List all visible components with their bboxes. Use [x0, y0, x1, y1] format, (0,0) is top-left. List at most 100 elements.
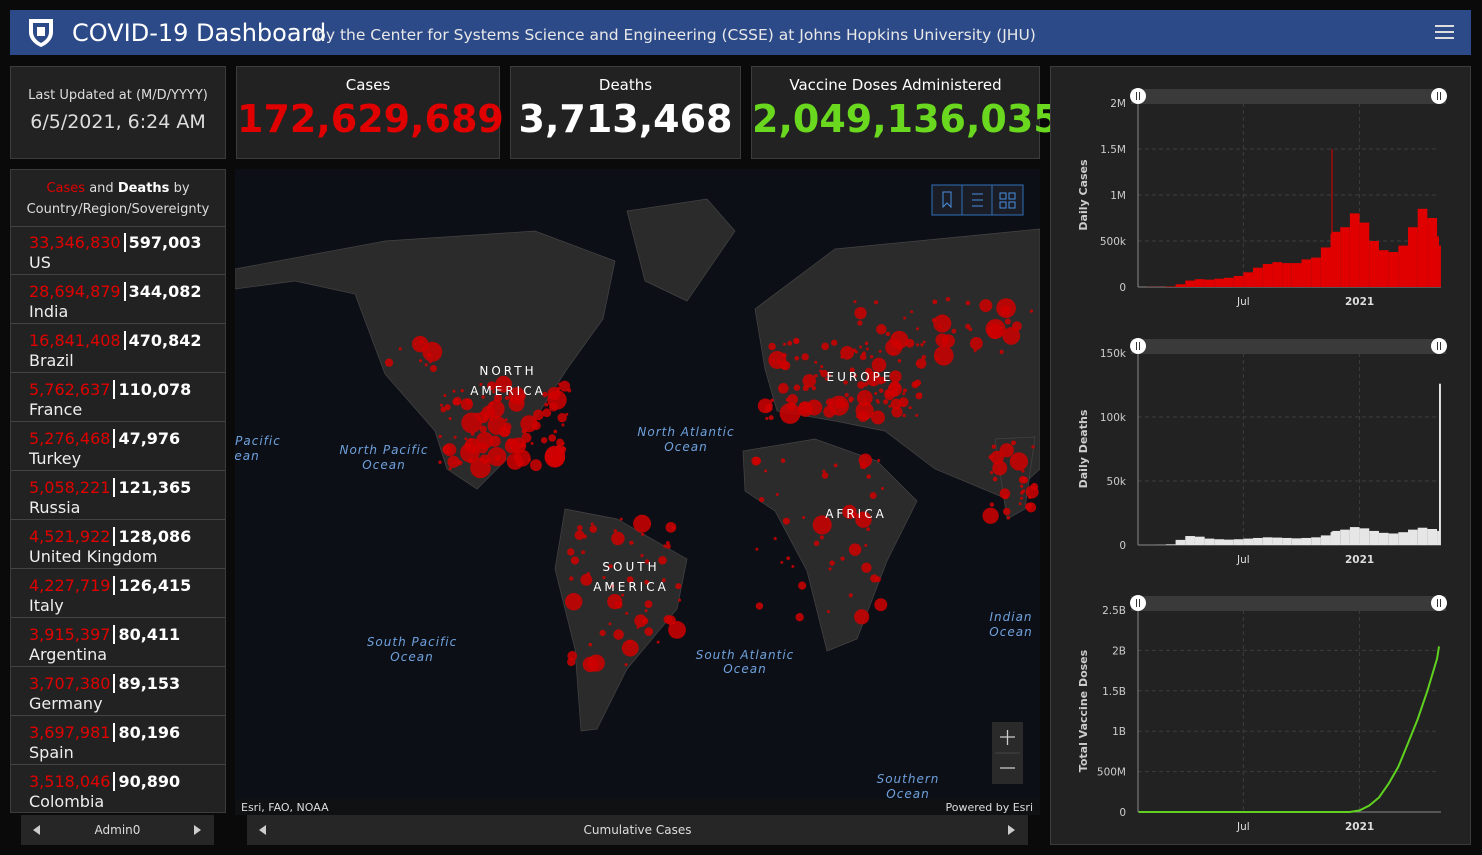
country-row[interactable]: 3,697,981 80,196 Spain	[11, 716, 225, 765]
map-bubble	[820, 369, 828, 378]
map-bubble	[1020, 484, 1024, 488]
prev-button[interactable]	[33, 825, 41, 835]
country-row[interactable]: 5,058,221 121,365 Russia	[11, 471, 225, 520]
row-cases: 5,762,637	[29, 380, 111, 399]
map-bubble	[608, 622, 612, 626]
map-bubble	[440, 406, 447, 413]
map-bubble	[992, 476, 998, 482]
bar	[1417, 527, 1428, 545]
slider-handle	[1431, 338, 1447, 354]
bar	[1262, 537, 1273, 545]
footer-label: Admin0	[94, 823, 141, 837]
map-bubble	[854, 307, 867, 320]
y-axis-label: Daily Cases	[1077, 159, 1090, 231]
map-bubble	[453, 435, 457, 439]
menu-button[interactable]	[1435, 24, 1455, 40]
next-button[interactable]	[194, 825, 202, 835]
y-tick-label: 0	[1119, 807, 1126, 819]
map-label: Ocean	[362, 458, 405, 472]
next-button[interactable]	[1008, 825, 1016, 835]
map-bubble	[614, 600, 623, 609]
slider-grip	[1437, 599, 1441, 607]
map[interactable]: Pacific ean North Pacific Ocean NORTH AM…	[235, 169, 1040, 815]
map-bubble	[787, 394, 798, 405]
country-row[interactable]: 28,694,879 344,082 India	[11, 275, 225, 324]
row-cases: 3,915,397	[29, 625, 111, 644]
country-row[interactable]: 16,841,408 470,842 Brazil	[11, 324, 225, 373]
range-slider[interactable]	[1130, 338, 1447, 354]
map-bubble	[915, 413, 919, 417]
map-bubble	[786, 556, 791, 561]
map-bubble	[840, 556, 845, 561]
country-row[interactable]: 33,346,830 597,003 US	[11, 226, 225, 275]
map-bubble	[879, 388, 884, 393]
map-bubble	[540, 437, 548, 444]
map-bubble	[644, 609, 648, 613]
map-bubble	[613, 629, 624, 640]
map-tools[interactable]	[931, 184, 1024, 216]
map-bubble	[965, 300, 971, 306]
map-bubble	[842, 504, 857, 519]
map-bubble	[530, 459, 542, 472]
range-slider[interactable]	[1130, 88, 1447, 104]
x-tick-label: Jul	[1236, 821, 1250, 833]
map-bubble	[504, 418, 508, 422]
map-bubble	[764, 469, 768, 473]
updated-value: 6/5/2021, 6:24 AM	[30, 111, 206, 133]
map-bubble	[780, 458, 786, 463]
map-bubble	[531, 424, 535, 428]
prev-button[interactable]	[259, 825, 267, 835]
country-row[interactable]: 4,521,922 128,086 United Kingdom	[11, 520, 225, 569]
map-bubble	[493, 394, 503, 403]
bar	[1185, 280, 1195, 287]
country-row[interactable]: 5,762,637 110,078 France	[11, 373, 225, 422]
map-bubble	[611, 531, 625, 546]
map-bubble	[854, 609, 870, 625]
map-bubble	[567, 388, 572, 393]
country-row[interactable]: 3,707,380 89,153 Germany	[11, 667, 225, 716]
map-bubble	[752, 456, 762, 466]
map-bubble	[398, 347, 402, 351]
map-bubble	[567, 657, 576, 667]
slider-track	[1131, 339, 1446, 354]
total-value: 172,629,689	[237, 97, 504, 141]
map-bubble	[581, 550, 586, 555]
bar	[1369, 530, 1379, 545]
title-cases: Cases	[46, 181, 86, 196]
map-bubble	[1030, 482, 1039, 491]
map-bubble	[489, 435, 501, 447]
country-row[interactable]: 5,276,468 47,976 Turkey	[11, 422, 225, 471]
total-label: Vaccine Doses Administered	[789, 76, 1002, 94]
zoom-controls[interactable]	[992, 722, 1023, 784]
range-slider[interactable]	[1130, 595, 1447, 611]
row-name: Russia	[29, 498, 81, 517]
bar	[1214, 539, 1224, 545]
logo	[29, 19, 53, 47]
bar	[1349, 527, 1360, 545]
row-name: Colombia	[29, 792, 105, 811]
country-row[interactable]: 4,227,719 126,415 Italy	[11, 569, 225, 618]
map-bubble	[443, 394, 447, 398]
bar	[1427, 218, 1438, 287]
map-bubble	[517, 462, 521, 466]
map-bubble	[903, 316, 907, 320]
country-row[interactable]: 3,518,046 90,890 Colombia	[11, 765, 225, 812]
map-bubble	[1002, 507, 1011, 516]
map-bubble	[989, 470, 994, 475]
map-bubble	[862, 512, 866, 516]
map-bubble	[861, 562, 872, 573]
map-bubble	[780, 560, 784, 564]
y-tick-label: 0	[1119, 282, 1126, 294]
row-deaths: 80,196	[113, 723, 181, 742]
map-bubble	[933, 345, 954, 366]
total-label: Deaths	[598, 76, 653, 94]
land	[235, 198, 1040, 732]
map-bubble	[859, 353, 867, 361]
bar	[1291, 538, 1302, 545]
map-bubble	[849, 367, 855, 373]
map-bubble	[878, 349, 882, 353]
map-label: Ocean	[390, 650, 433, 664]
country-row[interactable]: 3,915,397 80,411 Argentina	[11, 618, 225, 667]
map-bubble	[916, 358, 927, 369]
bar	[1369, 241, 1379, 287]
